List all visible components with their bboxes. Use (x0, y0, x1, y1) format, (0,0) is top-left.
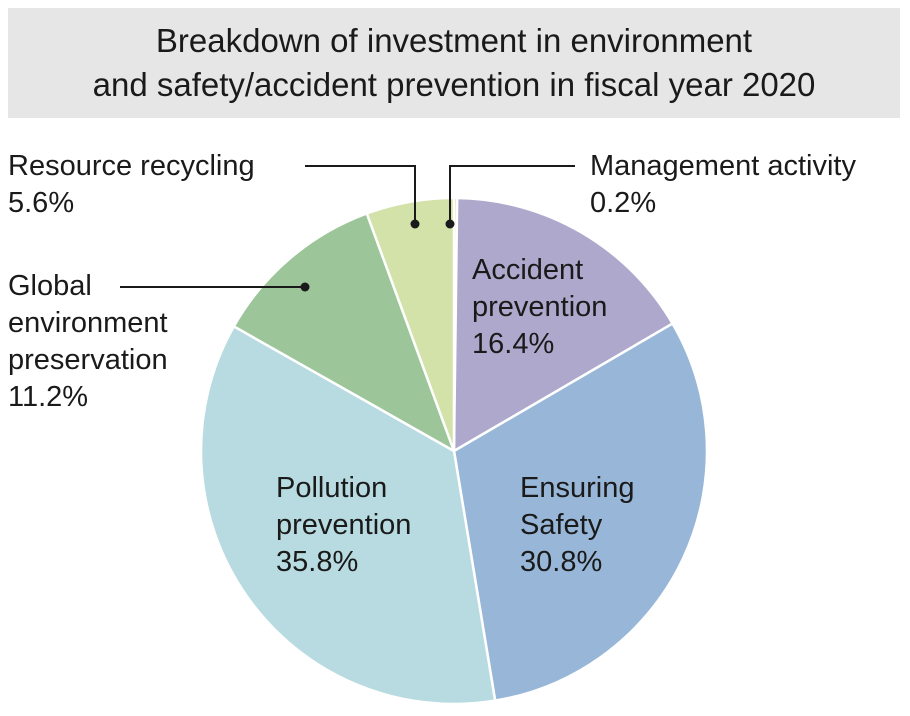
label-accident-prevention-line-2: prevention (472, 291, 608, 323)
label-global-environment-line-3: preservation (8, 344, 168, 376)
label-pollution-prevention-line-2: prevention (276, 509, 412, 541)
label-global-environment-line-1: Global (8, 270, 92, 302)
label-ensuring-safety-line-1: Ensuring (520, 472, 635, 504)
leader-line-resource-recycling (305, 165, 416, 224)
label-accident-prevention-line-1: Accident (472, 254, 584, 286)
chart-title-line-2: and safety/accident prevention in fiscal… (92, 66, 816, 103)
label-pollution-prevention: Pollution prevention 35.8% (276, 470, 411, 581)
pie-slice-resource-recycling (365, 196, 456, 453)
leader-dot-global-environment (300, 282, 310, 292)
label-management-activity-value: 0.2% (590, 187, 657, 219)
label-global-environment: Global environment preservation 11.2% (8, 268, 168, 416)
pie-slice-ensuring-safety (452, 322, 709, 702)
label-accident-prevention: Accident prevention 16.4% (472, 252, 607, 363)
label-ensuring-safety-line-2: Safety (520, 509, 603, 541)
pie-slice-pollution-prevention (199, 325, 497, 706)
leader-line-management-activity (449, 165, 575, 224)
label-management-activity: Management activity 0.2% (590, 148, 856, 222)
label-ensuring-safety: Ensuring Safety 30.8% (520, 470, 634, 581)
label-resource-recycling-name: Resource recycling (8, 150, 255, 182)
label-management-activity-name: Management activity (590, 150, 856, 182)
label-pollution-prevention-line-1: Pollution (276, 472, 388, 504)
leader-dot-resource-recycling (410, 219, 420, 229)
label-ensuring-safety-value: 30.8% (520, 546, 603, 578)
label-pollution-prevention-value: 35.8% (276, 546, 359, 578)
label-global-environment-line-2: environment (8, 307, 168, 339)
label-resource-recycling-value: 5.6% (8, 187, 75, 219)
label-global-environment-value: 11.2% (8, 381, 89, 413)
label-accident-prevention-value: 16.4% (472, 328, 555, 360)
leader-dot-management-activity (445, 219, 455, 229)
pie-slice-accident-prevention (452, 196, 674, 453)
pie-slice-global-environment-preservation (232, 212, 456, 453)
chart-title-box: Breakdown of investment in environment a… (8, 8, 900, 118)
label-resource-recycling: Resource recycling 5.6% (8, 148, 255, 222)
chart-title-line-1: Breakdown of investment in environment (155, 22, 753, 59)
